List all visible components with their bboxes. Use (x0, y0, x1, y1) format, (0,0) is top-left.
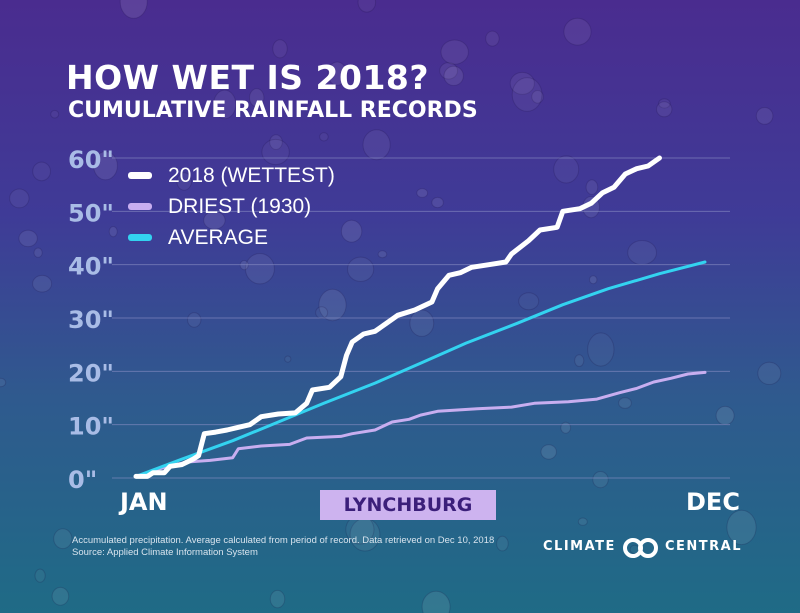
footnote-text: Accumulated precipitation. Average calcu… (72, 535, 495, 546)
legend-label-wettest: 2018 (WETTEST) (168, 164, 335, 187)
raindrop (357, 0, 377, 13)
raindrop (319, 132, 329, 142)
legend-label-driest: DRIEST (1930) (168, 195, 312, 218)
source-text: Source: Applied Climate Information Syst… (72, 547, 258, 558)
raindrop (53, 528, 73, 550)
raindrop (585, 179, 599, 195)
raindrop (362, 129, 391, 161)
raindrop (496, 535, 509, 552)
raindrop (340, 219, 363, 243)
raindrop (33, 247, 43, 258)
raindrop (9, 188, 30, 209)
raindrop (726, 509, 757, 546)
raindrop (119, 0, 148, 19)
logo-word-central: CENTRAL (665, 539, 743, 554)
raindrop (176, 172, 192, 191)
raindrop (421, 590, 451, 613)
legend-swatch-average (128, 234, 152, 241)
raindrop (540, 444, 557, 460)
raindrop (589, 275, 598, 285)
raindrop (553, 155, 580, 184)
raindrop (269, 589, 286, 609)
raindrop (284, 355, 292, 363)
raindrop (32, 274, 53, 293)
raindrop (409, 309, 435, 337)
raindrop (244, 253, 275, 285)
series-line-wettest (133, 155, 662, 479)
y-tick-label: 50" (68, 199, 114, 227)
raindrop (347, 256, 375, 282)
raindrop (656, 101, 673, 118)
y-tick-label: 30" (68, 306, 114, 334)
raindrop (272, 39, 288, 59)
raindrop (318, 288, 347, 322)
raindrop (485, 30, 500, 47)
raindrop (439, 62, 459, 80)
raindrop (574, 354, 585, 368)
raindrop (187, 312, 202, 328)
raindrop (93, 151, 118, 181)
y-tick-label: 60" (68, 146, 114, 174)
raindrop (18, 229, 38, 248)
raindrop (577, 517, 588, 526)
series-line-driest (134, 370, 707, 478)
y-tick-label: 10" (68, 413, 114, 441)
raindrop (431, 196, 444, 209)
legend-label-average: AVERAGE (168, 226, 268, 249)
raindrop (511, 77, 543, 112)
raindrop (658, 98, 671, 109)
raindrop (757, 361, 782, 385)
raindrop (327, 61, 348, 86)
linked-rings-icon (623, 538, 658, 558)
legend-swatch-wettest (128, 172, 152, 179)
raindrop (587, 332, 615, 367)
raindrop (377, 250, 388, 259)
raindrop (51, 586, 70, 606)
series-line-average (134, 260, 707, 478)
y-tick-label: 40" (68, 253, 114, 281)
chart-title: HOW WET IS 2018? (66, 58, 430, 97)
y-tick-label: 0" (68, 466, 97, 494)
x-tick-label-jan: JAN (120, 488, 168, 516)
raindrop (618, 397, 632, 409)
raindrop (509, 71, 535, 95)
raindrop (32, 161, 51, 182)
raindrop (213, 89, 237, 120)
y-tick-label: 20" (68, 359, 114, 387)
location-badge: LYNCHBURG (320, 490, 496, 520)
raindrop (440, 39, 469, 65)
raindrop (755, 107, 774, 125)
x-tick-label-dec: DEC (686, 488, 740, 516)
chart-subtitle: CUMULATIVE RAINFALL RECORDS (68, 98, 478, 123)
raindrop (518, 292, 540, 311)
raindrop (592, 471, 609, 489)
raindrop (108, 226, 118, 238)
raindrop (269, 134, 283, 151)
raindrop (531, 90, 544, 104)
raindrop (249, 88, 265, 108)
raindrop (0, 377, 7, 388)
raindrop (443, 65, 464, 87)
logo-word-climate: CLIMATE (543, 539, 616, 554)
raindrop (50, 109, 60, 119)
raindrop (563, 17, 592, 46)
legend-swatch-driest (128, 203, 152, 210)
raindrop (416, 188, 429, 198)
raindrop (34, 568, 46, 583)
climate-central-logo: CLIMATE CENTRAL (543, 534, 741, 562)
